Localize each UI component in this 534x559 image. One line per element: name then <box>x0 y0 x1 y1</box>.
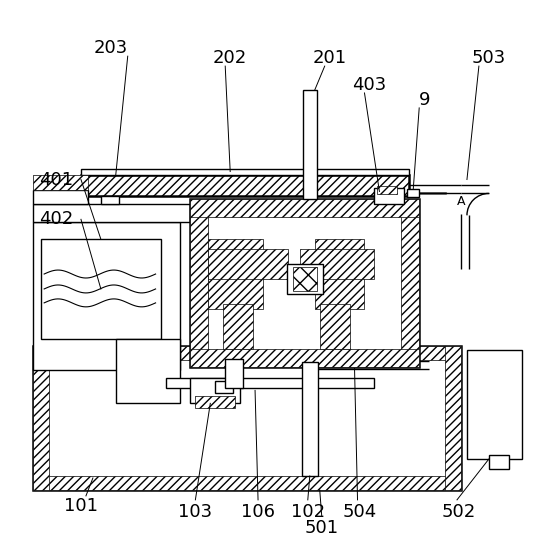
Text: 501: 501 <box>305 519 339 537</box>
Text: 402: 402 <box>39 210 73 228</box>
Bar <box>315 239 365 309</box>
Bar <box>489 455 509 469</box>
Bar <box>303 90 317 200</box>
Bar <box>33 174 88 191</box>
Text: 102: 102 <box>290 503 325 521</box>
Bar <box>166 378 374 389</box>
Bar <box>467 349 522 459</box>
Text: 201: 201 <box>312 49 347 67</box>
Bar <box>41 239 161 339</box>
Bar <box>81 169 409 174</box>
Bar <box>320 304 350 349</box>
Text: 403: 403 <box>352 76 387 94</box>
Bar <box>208 239 263 309</box>
Bar <box>208 249 288 279</box>
Bar <box>101 196 119 205</box>
Bar <box>378 187 397 195</box>
Text: 503: 503 <box>472 49 506 67</box>
Bar <box>195 396 235 408</box>
Text: 9: 9 <box>419 91 430 109</box>
Text: 504: 504 <box>342 503 376 521</box>
Bar <box>191 200 419 217</box>
Text: 101: 101 <box>64 497 98 515</box>
Bar <box>191 200 419 367</box>
Bar <box>33 345 49 490</box>
Text: A: A <box>457 195 465 208</box>
Bar <box>287 264 323 294</box>
Text: 502: 502 <box>442 503 476 521</box>
Bar <box>293 267 317 291</box>
Bar <box>401 200 419 367</box>
Bar <box>116 339 180 404</box>
Bar <box>33 345 461 490</box>
Bar <box>302 362 318 476</box>
Bar <box>33 222 180 369</box>
Bar <box>33 191 88 205</box>
Bar <box>33 205 191 222</box>
Bar <box>223 304 253 349</box>
Bar <box>33 476 461 490</box>
Bar <box>445 345 461 490</box>
Bar <box>407 190 419 197</box>
Bar <box>191 349 419 367</box>
Bar <box>225 358 243 389</box>
Text: 203: 203 <box>93 39 128 57</box>
Bar <box>300 249 374 279</box>
Bar <box>191 200 208 367</box>
Text: 106: 106 <box>241 503 275 521</box>
Text: 202: 202 <box>213 49 247 67</box>
Bar <box>215 381 233 394</box>
Bar <box>191 378 240 404</box>
Text: 401: 401 <box>39 170 73 188</box>
Text: 103: 103 <box>178 503 213 521</box>
Bar <box>374 188 404 205</box>
Bar <box>33 345 461 359</box>
Bar <box>81 174 409 196</box>
